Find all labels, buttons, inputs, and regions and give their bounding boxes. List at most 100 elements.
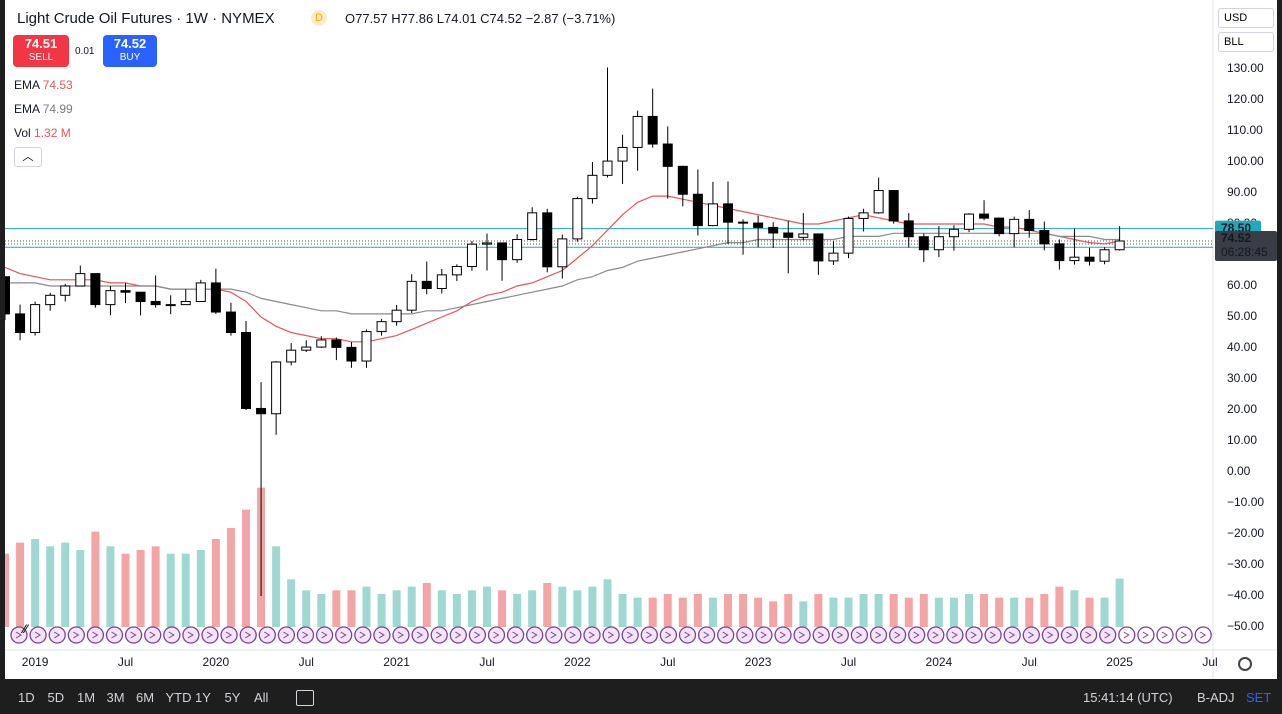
volume-bar: [874, 594, 883, 627]
volume-bar: [467, 590, 476, 627]
candle-body: [165, 304, 176, 307]
range-button[interactable]: YTD: [165, 690, 192, 705]
volume-bar: [5, 553, 9, 627]
event-arrow: [474, 631, 481, 639]
settings-button[interactable]: SET: [1246, 690, 1272, 705]
adjust-button[interactable]: B-ADJ: [1197, 690, 1235, 705]
candle-body: [1024, 218, 1035, 232]
event-arrow: [894, 631, 901, 639]
volume-bar: [1100, 597, 1109, 627]
event-arrow: [73, 631, 80, 639]
volume-bar: [859, 594, 868, 627]
candle-body: [30, 304, 41, 334]
volume-bar: [995, 597, 1004, 627]
event-arrow: [970, 631, 977, 639]
candle-body: [828, 252, 839, 262]
volume-bar: [814, 594, 823, 627]
x-tick-label: Jul: [1202, 655, 1217, 669]
event-arrow: [397, 631, 404, 639]
range-button[interactable]: All: [254, 690, 269, 705]
x-tick-label: 2024: [926, 655, 953, 669]
event-arrow: [779, 631, 786, 639]
candle-body: [768, 226, 779, 234]
event-arrow: [798, 631, 806, 639]
volume-bar: [226, 528, 235, 627]
event-arrow: [817, 631, 825, 639]
y-tick-label: 110.00: [1227, 123, 1263, 137]
volume-bar: [980, 594, 989, 627]
candle-body: [15, 313, 26, 334]
volume-bar: [934, 597, 943, 627]
volume-bar: [1115, 578, 1124, 627]
range-button[interactable]: 1D: [18, 690, 35, 705]
candle-body: [858, 212, 869, 219]
event-arrow: [283, 631, 290, 639]
volume-bar: [452, 594, 461, 627]
volume-bar: [151, 546, 160, 627]
y-tick-label: 130.00: [1227, 61, 1264, 75]
candle-body: [406, 280, 417, 311]
candle-body: [738, 221, 749, 224]
unit-select[interactable]: BLL: [1218, 32, 1274, 52]
volume-bar: [287, 579, 296, 627]
event-arrow: [951, 631, 958, 639]
event-icon: [927, 626, 945, 644]
range-button[interactable]: 1Y: [195, 690, 211, 705]
candle-body: [512, 239, 523, 261]
clock: 15:41:14 (UTC): [1083, 690, 1173, 705]
event-arrow: [493, 631, 500, 639]
event-icon: [277, 626, 296, 644]
range-button[interactable]: 5Y: [224, 690, 241, 705]
event-arrow: [187, 631, 194, 639]
event-arrow: [760, 631, 767, 639]
event-arrow: [1123, 631, 1130, 639]
event-arrow: [1066, 631, 1073, 639]
candle-body: [391, 309, 402, 323]
candle-body: [301, 346, 312, 351]
candle-body: [120, 290, 131, 293]
event-icon: [697, 626, 716, 644]
volume-bar: [196, 550, 205, 627]
volume-bar: [784, 594, 793, 627]
x-tick-label: 2022: [564, 655, 591, 669]
event-arrow: [302, 631, 309, 639]
range-button[interactable]: 5D: [47, 690, 65, 705]
x-tick-label: 2023: [745, 655, 772, 669]
volume-bar: [724, 594, 732, 627]
range-button[interactable]: 3M: [106, 690, 125, 705]
event-icon: [888, 626, 907, 644]
buy-button[interactable]: 74.52 BUY: [103, 35, 157, 67]
volume-bar: [498, 590, 507, 627]
sell-button[interactable]: 74.51 SELL: [13, 35, 69, 67]
event-arrow: [531, 631, 538, 639]
plot: [5, 67, 1213, 627]
collapse-button[interactable]: ︿: [14, 147, 42, 167]
event-icon: [67, 626, 85, 644]
volume-bar: [483, 586, 491, 627]
candle-body: [1114, 240, 1125, 251]
candle-body: [933, 236, 944, 251]
event-arrow: [455, 631, 462, 639]
volume-bar: [16, 542, 25, 627]
candle-body: [813, 233, 824, 262]
x-tick-label: 2025: [1106, 655, 1133, 669]
range-button[interactable]: 6M: [136, 690, 155, 705]
y-tick-label: 90.00: [1227, 185, 1257, 199]
volume-bar: [317, 594, 326, 627]
currency-select[interactable]: USD: [1218, 8, 1274, 28]
candle-body: [90, 273, 101, 306]
candle-body: [587, 174, 598, 200]
event-arrow: [989, 631, 997, 639]
event-arrow: [359, 631, 366, 639]
range-button[interactable]: 1M: [77, 690, 96, 705]
calendar-icon[interactable]: [296, 690, 314, 706]
y-tick-label: −20.00: [1227, 526, 1264, 540]
event-icon: [105, 626, 124, 644]
volume-bar: [739, 594, 748, 627]
event-icon: [1175, 626, 1193, 644]
volume-bar: [513, 594, 522, 627]
event-icon: [1003, 626, 1021, 644]
countdown: 06:28:45: [1221, 245, 1268, 259]
event-icon: [545, 626, 563, 644]
sell-price: 74.51: [24, 36, 58, 51]
